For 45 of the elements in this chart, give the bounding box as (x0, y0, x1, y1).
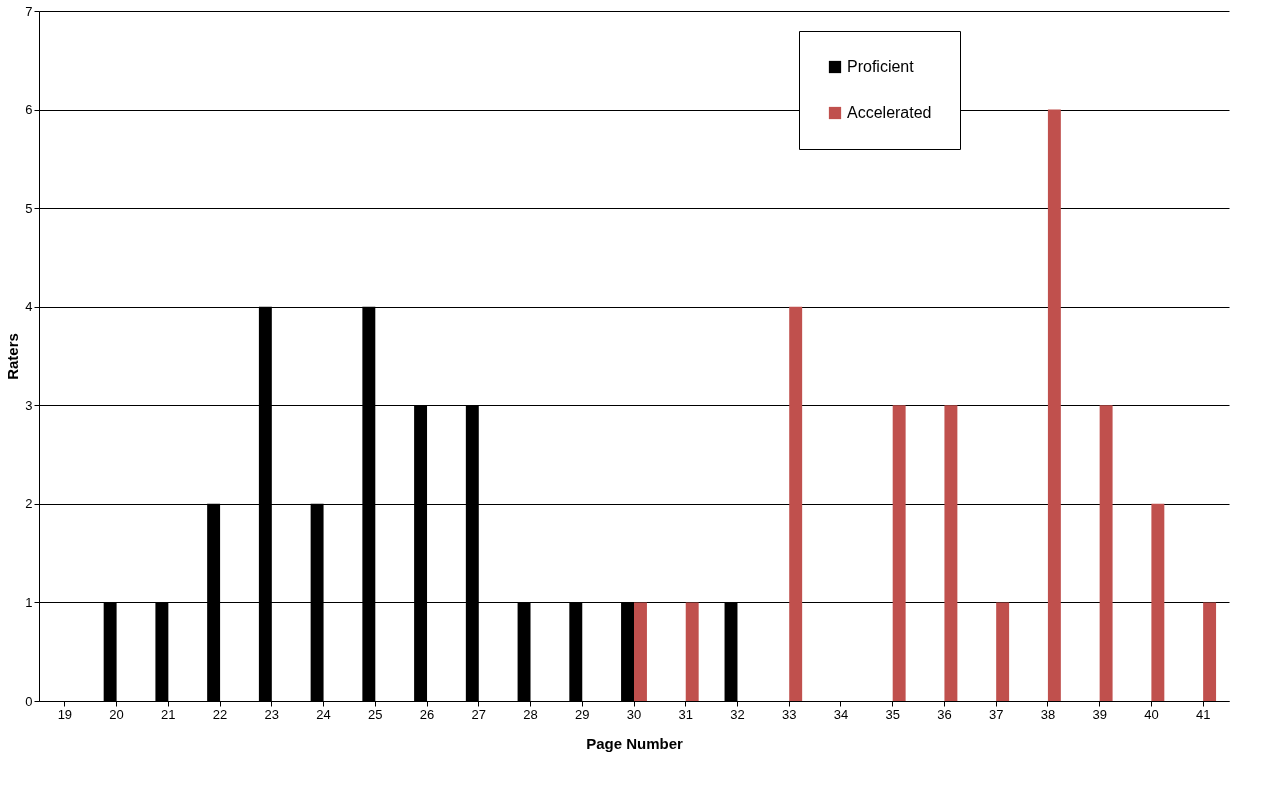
bar (1203, 602, 1217, 701)
bar (1151, 503, 1165, 701)
legend-label: Proficient (847, 58, 915, 75)
x-tick-label: 36 (937, 706, 952, 722)
bar (892, 405, 906, 701)
x-tick-label: 24 (316, 706, 331, 722)
bar (1099, 405, 1113, 701)
bar (944, 405, 958, 701)
y-tick-label: 5 (25, 200, 33, 216)
x-tick-label: 37 (988, 706, 1004, 722)
y-tick-label: 7 (25, 3, 33, 19)
x-tick-label: 29 (575, 706, 590, 722)
x-tick-label: 21 (161, 706, 176, 722)
x-tick-label: 32 (730, 706, 745, 722)
x-tick-label: 28 (523, 706, 538, 722)
y-axis-title: Raters (4, 333, 22, 380)
y-tick-label: 3 (25, 397, 33, 413)
y-tick-label: 0 (25, 693, 33, 709)
bar (789, 306, 803, 701)
x-tick-label: 23 (264, 706, 280, 722)
bar (685, 602, 699, 701)
x-tick-label: 27 (471, 706, 487, 722)
y-tick-label: 6 (25, 102, 33, 118)
x-tick-label: 39 (1092, 706, 1107, 722)
x-tick-label: 38 (1040, 706, 1056, 722)
x-axis-title: Page Number (586, 734, 684, 752)
bar (996, 602, 1010, 701)
x-tick-label: 34 (833, 706, 849, 722)
x-tick-label: 40 (1144, 706, 1159, 722)
x-tick-label: 30 (626, 706, 642, 722)
x-tick-label: 26 (419, 706, 435, 722)
x-tick-label: 31 (678, 706, 693, 722)
x-tick-label: 19 (57, 706, 73, 722)
bar (1047, 109, 1061, 701)
y-tick-label: 4 (25, 299, 33, 315)
y-tick-label: 2 (25, 496, 33, 512)
x-tick-label: 22 (212, 706, 228, 722)
x-tick-label: 41 (1195, 706, 1211, 722)
x-tick-label: 20 (109, 706, 124, 722)
y-tick-label: 1 (25, 594, 33, 610)
x-tick-label: 35 (885, 706, 900, 722)
bar (634, 602, 647, 701)
legend-label: Accelerated (847, 104, 932, 121)
x-tick-label: 25 (368, 706, 383, 722)
x-tick-label: 33 (781, 706, 797, 722)
